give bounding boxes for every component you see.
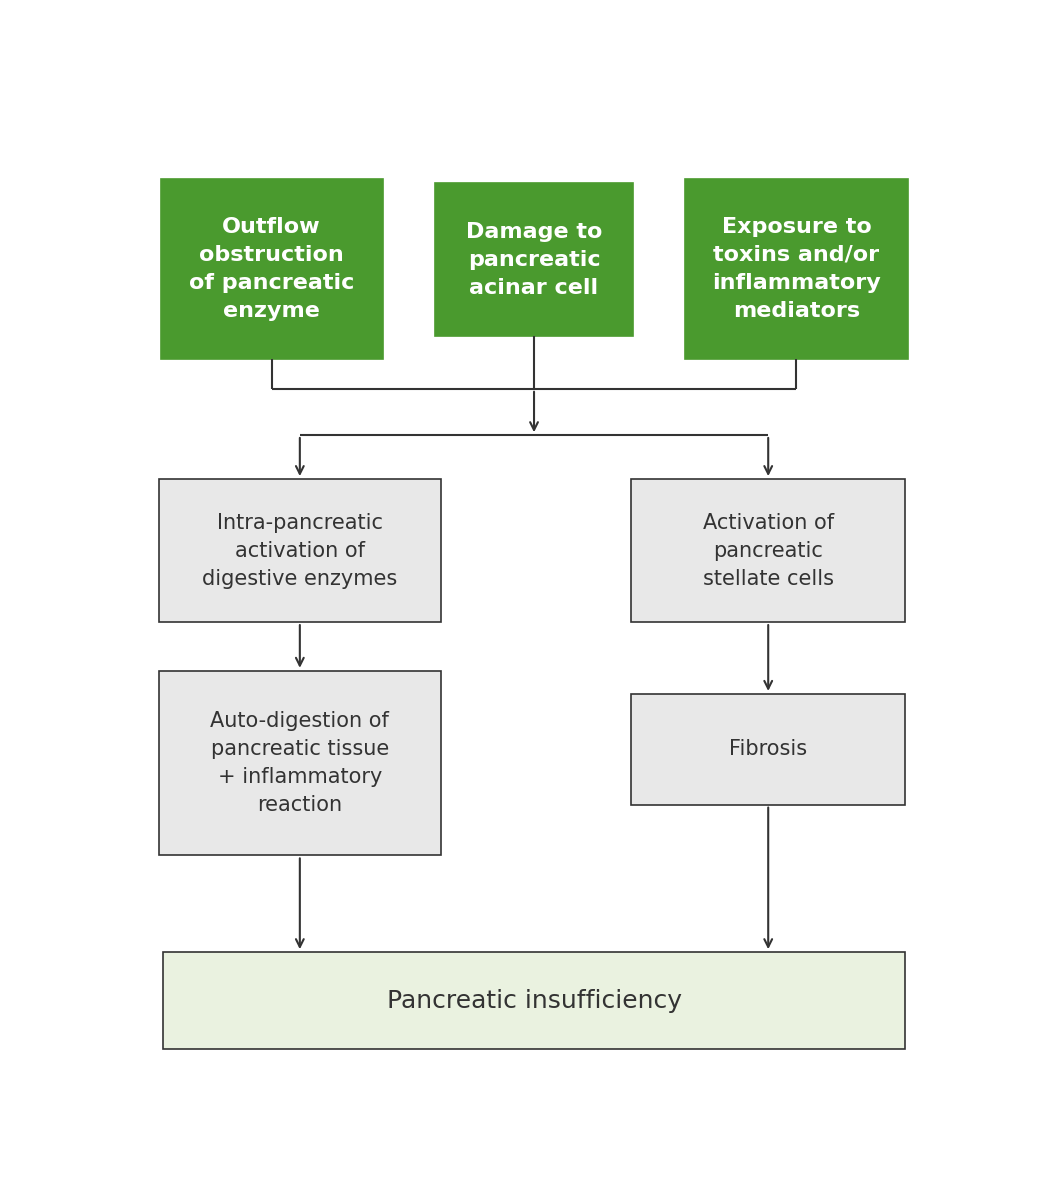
FancyBboxPatch shape [631,479,905,622]
Text: Pancreatic insufficiency: Pancreatic insufficiency [387,989,681,1013]
FancyBboxPatch shape [631,694,905,805]
Text: Outflow
obstruction
of pancreatic
enzyme: Outflow obstruction of pancreatic enzyme [189,217,354,320]
Text: Activation of
pancreatic
stellate cells: Activation of pancreatic stellate cells [702,512,834,588]
Text: Intra-pancreatic
activation of
digestive enzymes: Intra-pancreatic activation of digestive… [202,512,397,588]
FancyBboxPatch shape [436,184,632,336]
FancyBboxPatch shape [158,479,441,622]
Text: Damage to
pancreatic
acinar cell: Damage to pancreatic acinar cell [466,222,602,298]
FancyBboxPatch shape [163,952,905,1049]
Text: Exposure to
toxins and/or
inflammatory
mediators: Exposure to toxins and/or inflammatory m… [712,217,880,320]
Text: Fibrosis: Fibrosis [729,739,808,760]
FancyBboxPatch shape [158,671,441,856]
Text: Auto-digestion of
pancreatic tissue
+ inflammatory
reaction: Auto-digestion of pancreatic tissue + in… [210,712,390,815]
FancyBboxPatch shape [160,179,382,359]
FancyBboxPatch shape [686,179,908,359]
